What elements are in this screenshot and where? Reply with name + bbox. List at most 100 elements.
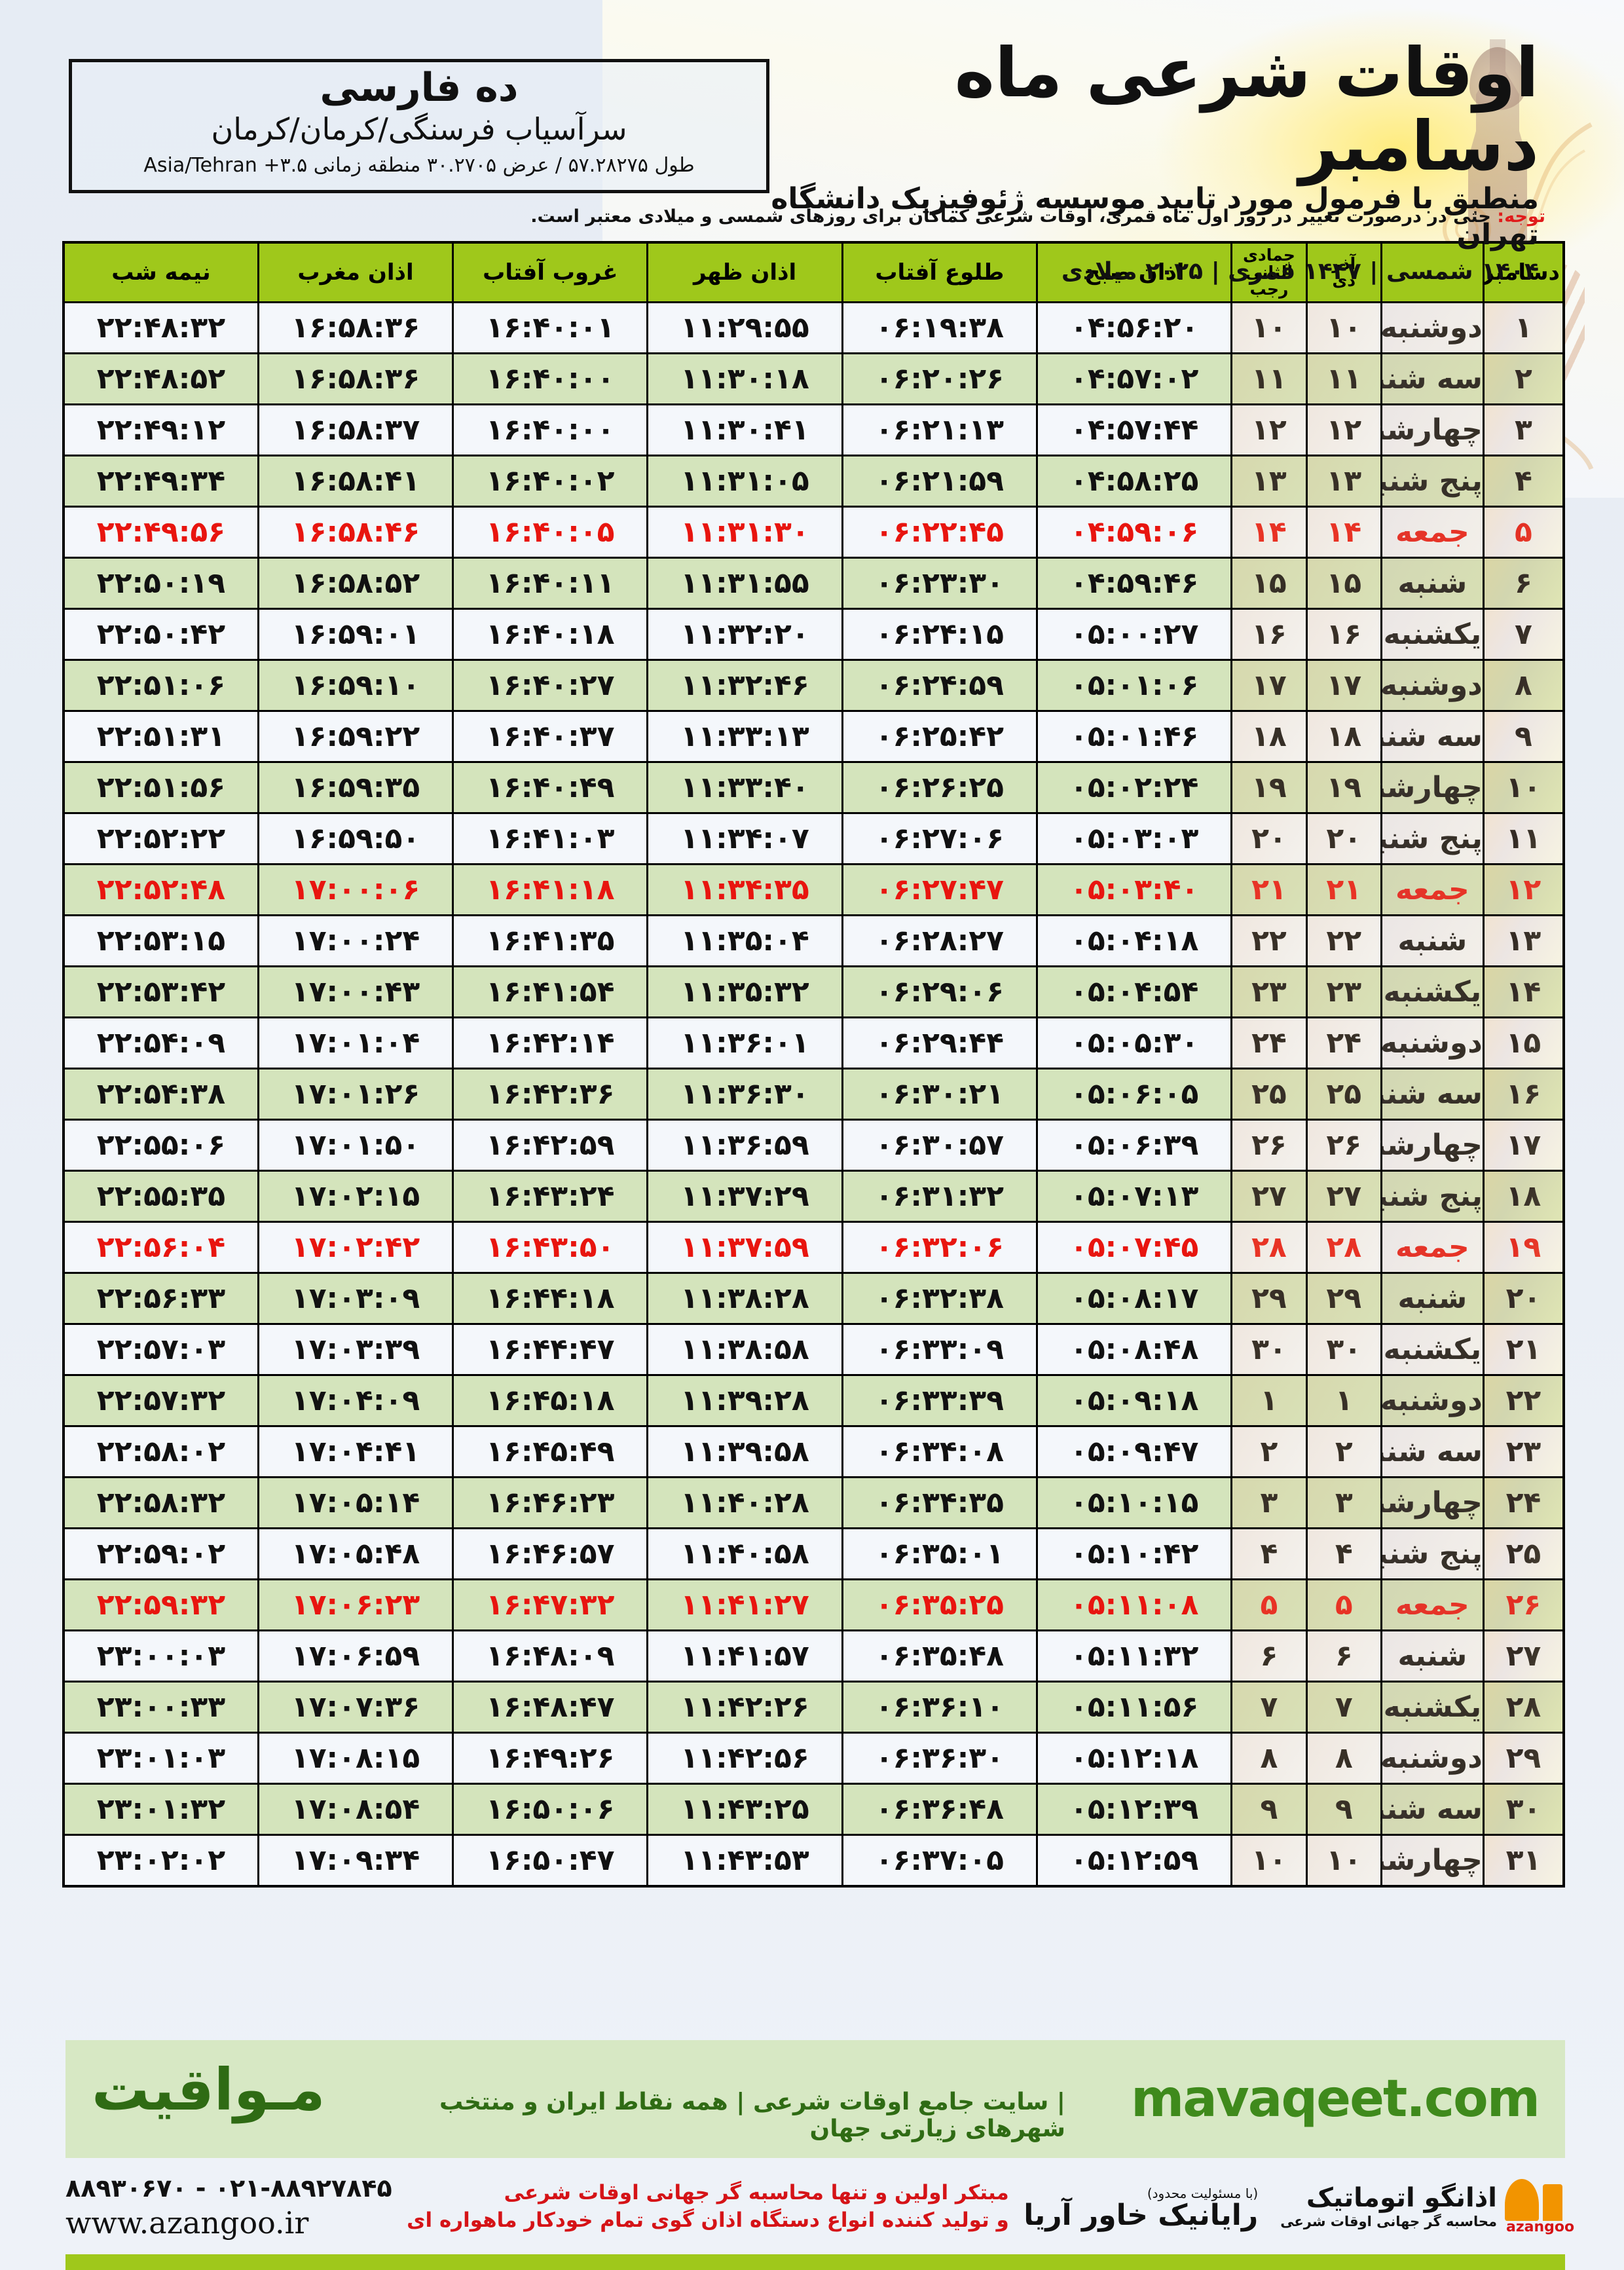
sunrise-time: ۰۶:۳۵:۰۱	[841, 1527, 1039, 1580]
hijri-day: ۸	[1230, 1732, 1308, 1785]
page-title: اوقات شرعی ماه دسامبر	[954, 33, 1540, 187]
sunset-time: ۱۶:۴۰:۱۱	[452, 557, 649, 610]
weekday: یکشنبه	[1380, 1323, 1485, 1376]
sunrise-time: ۰۶:۳۵:۲۵	[841, 1578, 1039, 1631]
dhuhr-time: ۱۱:۳۶:۰۱	[646, 1016, 843, 1070]
midnight-time: ۲۲:۵۸:۳۲	[62, 1476, 259, 1529]
maghrib-time: ۱۶:۵۹:۱۰	[257, 659, 454, 712]
midnight-time: ۲۲:۵۹:۳۲	[62, 1578, 259, 1631]
table-row: ۲۱ یکشنبه ۳۰ ۳۰ ۰۵:۰۸:۴۸ ۰۶:۳۳:۰۹ ۱۱:۳۸:۵۸ ۱۶:۴…	[62, 1323, 1565, 1376]
hijri-day: ۷	[1230, 1681, 1308, 1734]
header-sunrise: طلوع آفتاب	[841, 241, 1039, 303]
sunset-time: ۱۶:۴۵:۱۸	[452, 1374, 649, 1427]
persian-day: ۲۱	[1305, 863, 1382, 916]
gregorian-day: ۴	[1482, 455, 1565, 508]
maghrib-time: ۱۷:۰۳:۳۹	[257, 1323, 454, 1376]
hijri-day: ۱۳	[1230, 455, 1308, 508]
persian-day: ۱۰	[1305, 1834, 1382, 1888]
gregorian-day: ۱۷	[1482, 1119, 1565, 1172]
persian-day: ۲۶	[1305, 1119, 1382, 1172]
midnight-time: ۲۲:۵۱:۳۱	[62, 710, 259, 763]
dhuhr-time: ۱۱:۳۵:۳۲	[646, 965, 843, 1018]
maghrib-time: ۱۶:۵۸:۳۶	[257, 352, 454, 405]
mavaqeet-brand-group: | سایت جامع اوقات شرعی | همه نقاط ایران …	[92, 2056, 1065, 2142]
rayanik-logo: (با مسئولیت محدود) رایانیک خاور آریا	[1024, 2184, 1258, 2230]
sunrise-time: ۰۶:۳۴:۰۸	[841, 1425, 1039, 1478]
weekday: جمعه	[1380, 1221, 1485, 1274]
dhuhr-time: ۱۱:۳۹:۲۸	[646, 1374, 843, 1427]
sunset-time: ۱۶:۴۰:۱۸	[452, 608, 649, 661]
sunrise-time: ۰۶:۲۸:۲۷	[841, 914, 1039, 967]
midnight-time: ۲۲:۵۳:۴۲	[62, 965, 259, 1018]
midnight-time: ۲۲:۵۵:۳۵	[62, 1170, 259, 1223]
weekday: سه شنبه	[1357, 1068, 1485, 1121]
fajr-time: ۰۴:۵۹:۴۶	[1035, 557, 1233, 610]
midnight-time: ۲۲:۴۹:۵۶	[62, 506, 259, 559]
year-line: ۱۴۰۴ شمسی | ۱۴۴۷ قمری | ۲۰۲۵ میلادی	[1061, 257, 1539, 285]
location-coordinates: طول ۵۷.۲۸۲۷۵ / عرض ۳۰.۲۷۰۵ منطقه زمانی ۳…	[143, 154, 695, 177]
sunset-time: ۱۶:۴۰:۲۷	[452, 659, 649, 712]
hijri-day: ۱۷	[1230, 659, 1308, 712]
hijri-day: ۱۴	[1230, 506, 1308, 559]
table-row: ۲۴ چهارشنبه ۳ ۳ ۰۵:۱۰:۱۵ ۰۶:۳۴:۳۵ ۱۱:۴۰:۲۸ ۱۶:۴…	[62, 1476, 1565, 1529]
mavaqeet-site-link[interactable]: mavaqeet.com	[1130, 2070, 1540, 2129]
fajr-time: ۰۵:۱۱:۵۶	[1035, 1681, 1233, 1734]
slogan-line-1: مبتکر اولین و تنها محاسبه گر جهانی اوقات…	[504, 2181, 1009, 2205]
persian-day: ۲۹	[1305, 1272, 1382, 1325]
dhuhr-time: ۱۱:۳۲:۴۶	[646, 659, 843, 712]
gregorian-day: ۱۱	[1482, 812, 1565, 865]
persian-day: ۵	[1305, 1578, 1382, 1631]
dhuhr-time: ۱۱:۳۶:۳۰	[646, 1068, 843, 1121]
maghrib-time: ۱۷:۰۰:۰۶	[257, 863, 454, 916]
note-label: توجه:	[1497, 206, 1545, 227]
fajr-time: ۰۵:۰۱:۰۶	[1035, 659, 1233, 712]
persian-day: ۲	[1305, 1425, 1382, 1478]
dhuhr-time: ۱۱:۴۰:۵۸	[646, 1527, 843, 1580]
fajr-time: ۰۵:۰۹:۱۸	[1035, 1374, 1233, 1427]
sunset-time: ۱۶:۴۱:۱۸	[452, 863, 649, 916]
header-hijri-top: جمادی الثانی	[1242, 245, 1295, 282]
persian-day: ۱۶	[1305, 608, 1382, 661]
azangoo-mosque-icon: azangoo	[1505, 2179, 1574, 2235]
hijri-day: ۱۹	[1230, 761, 1308, 814]
maghrib-time: ۱۷:۰۴:۴۱	[257, 1425, 454, 1478]
sunset-time: ۱۶:۴۰:۰۰	[452, 403, 649, 456]
hijri-day: ۲۲	[1230, 914, 1308, 967]
note-line: توجه: حتی در درصورت تغییر در روز اول ماه…	[46, 206, 1545, 227]
sunset-time: ۱۶:۴۶:۲۳	[452, 1476, 649, 1529]
sunset-time: ۱۶:۴۴:۴۷	[452, 1323, 649, 1376]
persian-day: ۱۰	[1305, 301, 1382, 354]
table-row: ۱۷ چهارشنبه ۲۶ ۲۶ ۰۵:۰۶:۳۹ ۰۶:۳۰:۵۷ ۱۱:۳۶:۵۹ ۱۶…	[62, 1119, 1565, 1172]
fajr-time: ۰۴:۵۷:۰۲	[1035, 352, 1233, 405]
persian-day: ۲۵	[1305, 1068, 1382, 1121]
persian-day: ۱۷	[1305, 659, 1382, 712]
persian-day: ۱۴	[1305, 506, 1382, 559]
table-row: ۷ یکشنبه ۱۶ ۱۶ ۰۵:۰۰:۲۷ ۰۶:۲۴:۱۵ ۱۱:۳۲:۲۰ ۱۶:۴۰…	[62, 608, 1565, 661]
table-row: ۱۹ جمعه ۲۸ ۲۸ ۰۵:۰۷:۴۵ ۰۶:۳۲:۰۶ ۱۱:۳۷:۵۹ ۱۶:۴۳:…	[62, 1221, 1565, 1274]
gregorian-day: ۲۷	[1482, 1629, 1565, 1683]
sunset-time: ۱۶:۴۷:۳۲	[452, 1578, 649, 1631]
maghrib-time: ۱۷:۰۶:۵۹	[257, 1629, 454, 1683]
maghrib-time: ۱۶:۵۹:۵۰	[257, 812, 454, 865]
midnight-time: ۲۲:۵۲:۲۲	[62, 812, 259, 865]
table-row: ۳ چهارشنبه ۱۲ ۱۲ ۰۴:۵۷:۴۴ ۰۶:۲۱:۱۳ ۱۱:۳۰:۴۱ ۱۶:…	[62, 403, 1565, 456]
weekday: چهارشنبه	[1346, 761, 1485, 814]
hijri-day: ۲	[1230, 1425, 1308, 1478]
sunset-time: ۱۶:۴۰:۰۱	[452, 301, 649, 354]
persian-day: ۱۲	[1305, 403, 1382, 456]
sunset-time: ۱۶:۴۰:۰۲	[452, 455, 649, 508]
sunset-time: ۱۶:۴۸:۰۹	[452, 1629, 649, 1683]
fajr-time: ۰۵:۰۰:۲۷	[1035, 608, 1233, 661]
midnight-time: ۲۲:۵۴:۳۸	[62, 1068, 259, 1121]
fajr-time: ۰۴:۵۷:۴۴	[1035, 403, 1233, 456]
azangoo-logo: azangoo اذانگو اتوماتیک محاسبه گر جهانی …	[1280, 2179, 1574, 2235]
table-header-row: دسامبر آذر دی جمادی الثانی رجب اذان صبح …	[62, 241, 1565, 303]
maghrib-time: ۱۷:۰۰:۴۳	[257, 965, 454, 1018]
hijri-day: ۱۵	[1230, 557, 1308, 610]
prayer-times-table-wrap: دسامبر آذر دی جمادی الثانی رجب اذان صبح …	[62, 241, 1565, 1888]
midnight-time: ۲۲:۵۱:۰۶	[62, 659, 259, 712]
website-link[interactable]: www.azangoo.ir	[65, 2205, 309, 2241]
weekday: دوشنبه	[1380, 301, 1485, 354]
dhuhr-time: ۱۱:۳۱:۵۵	[646, 557, 843, 610]
